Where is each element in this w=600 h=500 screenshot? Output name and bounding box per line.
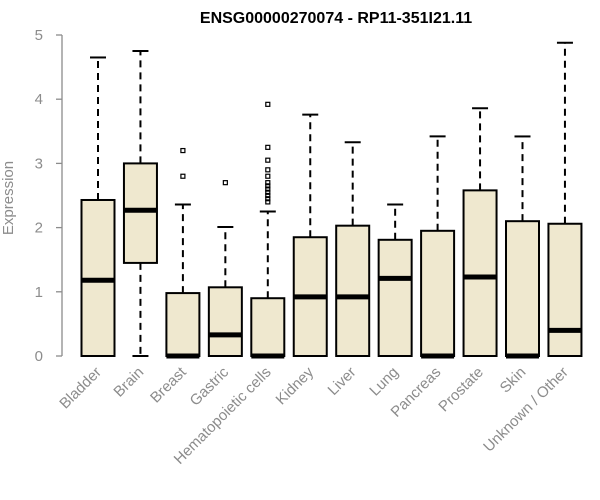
box-rect-3	[165, 292, 201, 358]
y-tick-label-4: 4	[35, 91, 43, 108]
boxes-layer	[80, 41, 583, 359]
box-rect-9	[420, 229, 456, 357]
x-tick-label-11: Skin	[497, 364, 530, 397]
box-8	[377, 203, 413, 358]
box-11	[505, 135, 540, 359]
outlier-5-12	[265, 101, 271, 107]
x-tick-label-8: Lung	[366, 364, 402, 400]
y-tick-label-3: 3	[35, 155, 43, 172]
x-tick-label-10: Prostate	[435, 364, 487, 416]
y-tick-label-2: 2	[35, 220, 43, 237]
box-4	[207, 180, 243, 357]
y-axis-label: Expression	[0, 161, 17, 235]
box-rect-5	[250, 297, 286, 357]
outlier-4-1	[222, 180, 228, 186]
x-tick-label-1: Bladder	[56, 364, 105, 413]
outlier-5-10	[265, 157, 271, 163]
y-axis: 0 1 2 3 4 5	[35, 27, 63, 365]
outlier-5-6	[265, 183, 271, 189]
box-rect-8	[377, 238, 413, 358]
x-tick-label-6: Kidney	[273, 363, 318, 408]
y-tick-label-0: 0	[35, 348, 43, 365]
box-3	[165, 147, 201, 359]
box-rect-2	[122, 162, 158, 264]
box-12	[547, 41, 583, 357]
outlier-5-9	[265, 167, 271, 173]
box-rect-4	[207, 286, 243, 357]
box-5	[250, 101, 286, 359]
box-9	[420, 135, 456, 359]
box-rect-10	[462, 189, 498, 357]
box-1	[80, 56, 116, 357]
outlier-5-3	[265, 192, 271, 199]
y-tick-label-1: 1	[35, 284, 43, 301]
box-rect-11	[505, 220, 540, 357]
outlier-5-5	[265, 186, 271, 192]
y-tick-label-5: 5	[35, 27, 43, 44]
box-2	[122, 50, 158, 357]
box-10	[462, 107, 498, 357]
outlier-5-1	[265, 199, 271, 205]
box-6	[292, 113, 328, 357]
outlier-5-2	[265, 196, 271, 202]
box-rect-7	[335, 224, 371, 357]
outlier-3-2	[180, 147, 186, 154]
outlier-5-8	[265, 173, 271, 179]
box-rect-12	[547, 222, 583, 357]
box-7	[335, 141, 371, 357]
outlier-5-11	[265, 144, 271, 150]
outlier-3-1	[180, 173, 186, 179]
outlier-5-7	[265, 180, 271, 186]
chart-title: ENSG00000270074 - RP11-351I21.11	[200, 10, 472, 27]
x-tick-label-2: Brain	[110, 364, 147, 401]
outlier-5-4	[265, 189, 271, 195]
x-tick-label-3: Breast	[147, 363, 190, 406]
x-tick-label-7: Liver	[325, 364, 360, 399]
